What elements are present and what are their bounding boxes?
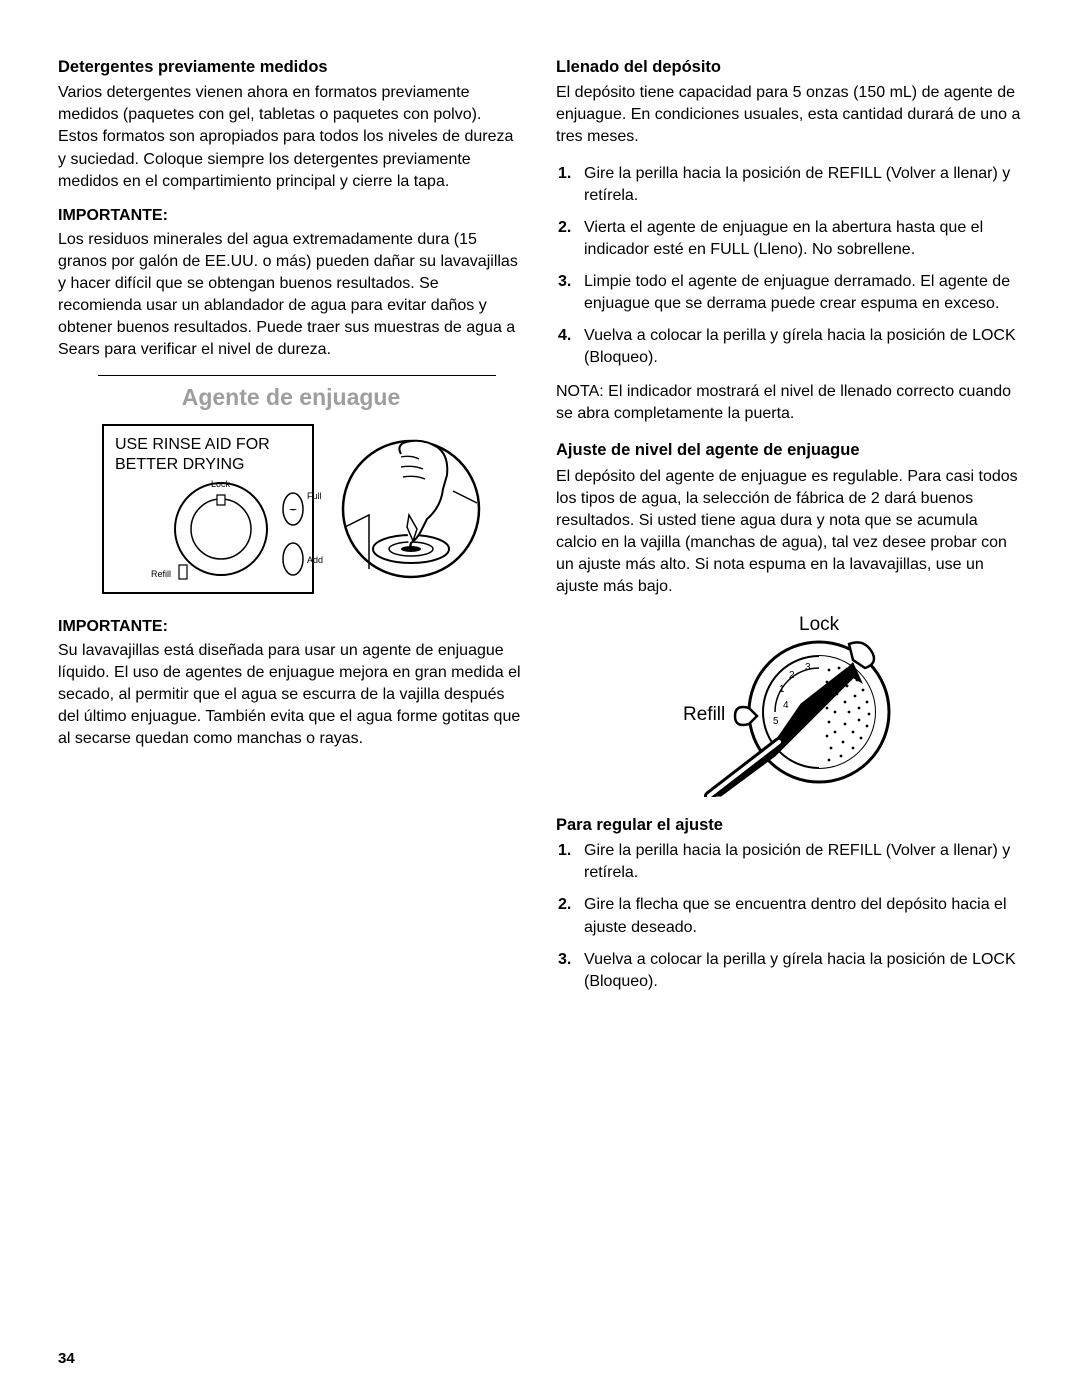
para-importante-1: Los residuos minerales del agua extremad…	[58, 229, 524, 361]
fig2-refill: Refill	[683, 704, 725, 725]
section-divider	[98, 375, 496, 376]
heading-detergentes: Detergentes previamente medidos	[58, 56, 524, 78]
para-nota: NOTA: El indicador mostrará el nivel de …	[556, 381, 1022, 425]
list-item: Vuelva a colocar la perilla y gírela hac…	[556, 325, 1022, 369]
svg-text:3: 3	[805, 662, 811, 673]
list-item: Vuelva a colocar la perilla y gírela hac…	[556, 949, 1022, 993]
list-llenado: Gire la perilla hacia la posición de REF…	[556, 163, 1022, 370]
figure-rinse-aid-fill: USE RINSE AID FOR BETTER DRYING Lock Ref…	[101, 419, 481, 604]
svg-text:2: 2	[789, 670, 795, 681]
svg-text:4: 4	[783, 700, 789, 711]
page-number: 34	[58, 1350, 75, 1367]
fig1-text-line2: BETTER DRYING	[115, 456, 245, 473]
list-item: Gire la flecha que se encuentra dentro d…	[556, 894, 1022, 938]
list-item: Gire la perilla hacia la posición de REF…	[556, 840, 1022, 884]
para-importante-2: Su lavavajillas está diseñada para usar …	[58, 640, 524, 750]
heading-ajuste: Ajuste de nivel del agente de enjuague	[556, 439, 1022, 461]
svg-text:1: 1	[779, 684, 785, 695]
fig1-refill: Refill	[151, 569, 171, 579]
figure-adjust-dial: Lock Refill	[679, 612, 899, 802]
para-llenado: El depósito tiene capacidad para 5 onzas…	[556, 82, 1022, 148]
fig2-lock: Lock	[799, 614, 840, 635]
list-item: Gire la perilla hacia la posición de REF…	[556, 163, 1022, 207]
label-importante-1: IMPORTANTE:	[58, 207, 524, 225]
fig1-full: Full	[307, 491, 322, 501]
right-column: Llenado del depósito El depósito tiene c…	[556, 56, 1022, 1005]
fig1-lock: Lock	[211, 479, 231, 489]
fig1-add: Add	[307, 555, 323, 565]
list-item: Limpie todo el agente de enjuague derram…	[556, 271, 1022, 315]
label-importante-2: IMPORTANTE:	[58, 618, 524, 636]
two-column-layout: Detergentes previamente medidos Varios d…	[58, 56, 1022, 1005]
fig1-text-line1: USE RINSE AID FOR	[115, 436, 270, 453]
heading-regular: Para regular el ajuste	[556, 814, 1022, 836]
left-column: Detergentes previamente medidos Varios d…	[58, 56, 524, 1005]
list-regular: Gire la perilla hacia la posición de REF…	[556, 840, 1022, 992]
para-detergentes: Varios detergentes vienen ahora en forma…	[58, 82, 524, 192]
svg-text:5: 5	[773, 716, 779, 727]
list-item: Vierta el agente de enjuague en la abert…	[556, 217, 1022, 261]
heading-llenado: Llenado del depósito	[556, 56, 1022, 78]
para-ajuste: El depósito del agente de enjuague es re…	[556, 466, 1022, 598]
heading-agente-enjuague: Agente de enjuague	[58, 384, 524, 411]
